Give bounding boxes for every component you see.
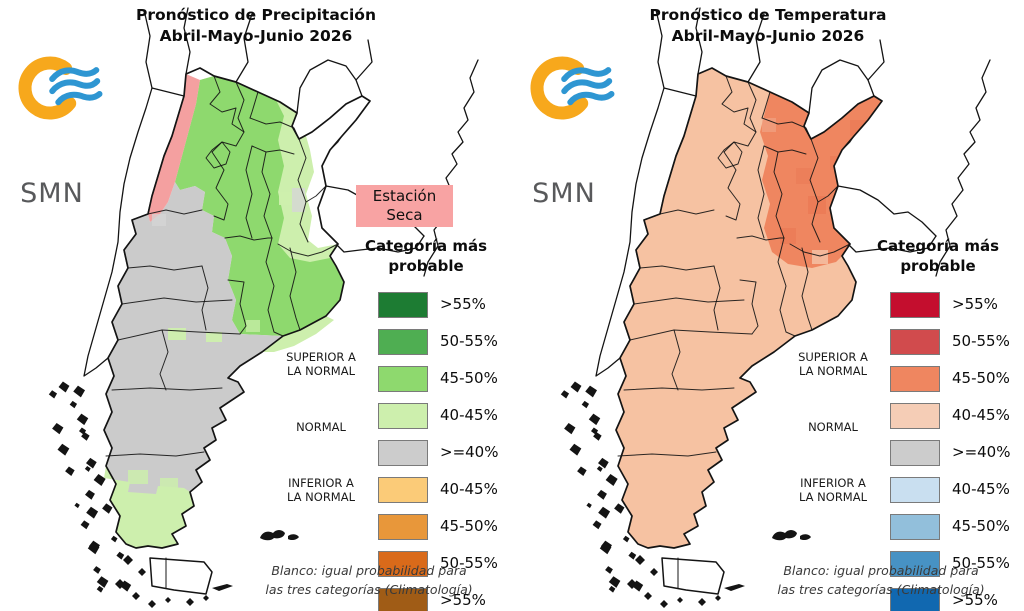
legend-row: >55% xyxy=(780,584,1024,611)
legend-row: 45-50% xyxy=(268,510,512,547)
legend-range-label: 40-45% xyxy=(952,406,1010,424)
panel-precipitation: SMN Pronóstico de Precipitación Abril-Ma… xyxy=(0,5,512,611)
legend-swatch xyxy=(890,440,940,466)
legend-row: 50-55% xyxy=(780,325,1024,362)
legend-row: 40-45% xyxy=(268,399,512,436)
map-temperature xyxy=(560,7,991,608)
legend-range-label: 45-50% xyxy=(440,369,498,387)
legend-row: >55% xyxy=(268,584,512,611)
legend-swatch xyxy=(890,514,940,540)
legend-row: 45-50% xyxy=(780,510,1024,547)
title-line1: Pronóstico de Temperatura xyxy=(649,6,887,24)
legend-range-label: 50-55% xyxy=(952,554,1010,572)
legend-row: 50-55% xyxy=(780,547,1024,584)
legend-row: 40-45% xyxy=(780,399,1024,436)
category-label-normal: NORMAL xyxy=(296,420,346,434)
title-line2: Abril-Mayo-Junio 2026 xyxy=(159,27,353,45)
footnote: Blanco: igual probabilidad para las tres… xyxy=(265,563,473,597)
legend-swatch xyxy=(890,366,940,392)
legend-range-label: 50-55% xyxy=(952,332,1010,350)
map-precipitation xyxy=(48,7,479,608)
legend-swatch xyxy=(890,477,940,503)
page-title: Pronóstico de Precipitación Abril-Mayo-J… xyxy=(0,5,512,47)
legend-swatch xyxy=(890,329,940,355)
legend-range-label: >55% xyxy=(440,295,486,313)
legend-swatch xyxy=(890,292,940,318)
legend-swatch xyxy=(378,588,428,611)
legend-swatch xyxy=(890,551,940,577)
smn-logo-icon xyxy=(530,56,615,120)
legend-rows: >55% 50-55% 45-50% 40-45% >=40% 40-45% 45-50% 5… xyxy=(268,288,512,611)
legend-swatch xyxy=(378,329,428,355)
legend-range-label: >55% xyxy=(440,591,486,609)
legend-range-label: >=40% xyxy=(952,443,1011,461)
legend-range-label: 50-55% xyxy=(440,332,498,350)
legend-range-label: 50-55% xyxy=(440,554,498,572)
legend-row: 40-45% xyxy=(780,473,1024,510)
category-label-superior: SUPERIOR A LA NORMAL xyxy=(286,350,356,378)
legend-swatch xyxy=(890,588,940,611)
legend-row: >=40% xyxy=(780,436,1024,473)
legend-row: >55% xyxy=(268,288,512,325)
legend-range-label: 40-45% xyxy=(952,480,1010,498)
legend-range-label: 45-50% xyxy=(952,517,1010,535)
category-label-inferior: INFERIOR A LA NORMAL xyxy=(286,476,356,504)
legend-row: 45-50% xyxy=(268,362,512,399)
legend-row: >55% xyxy=(780,288,1024,325)
legend-swatch xyxy=(378,440,428,466)
legend-row: 50-55% xyxy=(268,547,512,584)
category-label-normal: NORMAL xyxy=(808,420,858,434)
smn-logo-text: SMN xyxy=(20,178,84,209)
smn-logo-icon xyxy=(18,56,103,120)
legend-title: Categoría más probable xyxy=(876,237,1000,275)
legend-swatch xyxy=(378,366,428,392)
legend-range-label: >55% xyxy=(952,591,998,609)
estacion-seca-label: Estación Seca xyxy=(356,185,453,227)
legend-range-label: >=40% xyxy=(440,443,499,461)
title-line1: Pronóstico de Precipitación xyxy=(135,6,376,24)
legend-range-label: 40-45% xyxy=(440,480,498,498)
category-label-superior: SUPERIOR A LA NORMAL xyxy=(798,350,868,378)
legend-swatch xyxy=(378,514,428,540)
legend-range-label: >55% xyxy=(952,295,998,313)
legend-row: >=40% xyxy=(268,436,512,473)
legend-range-label: 45-50% xyxy=(952,369,1010,387)
legend-title: Categoría más probable xyxy=(364,237,488,275)
legend-range-label: 45-50% xyxy=(440,517,498,535)
legend-precipitation: Categoría más probable >55% 50-55% 45-50% 4… xyxy=(268,236,512,611)
legend-row: 40-45% xyxy=(268,473,512,510)
legend-swatch xyxy=(890,403,940,429)
page-title: Pronóstico de Temperatura Abril-Mayo-Jun… xyxy=(512,5,1024,47)
smn-logo-text: SMN xyxy=(532,178,596,209)
legend-rows: >55% 50-55% 45-50% 40-45% >=40% 40-45% 45-50% 5… xyxy=(780,288,1024,611)
legend-temperature: Categoría más probable >55% 50-55% 45-50% 4… xyxy=(780,236,1024,611)
legend-row: 50-55% xyxy=(268,325,512,362)
category-label-inferior: INFERIOR A LA NORMAL xyxy=(798,476,868,504)
legend-range-label: 40-45% xyxy=(440,406,498,424)
legend-swatch xyxy=(378,477,428,503)
panel-temperature: SMN Pronóstico de Temperatura Abril-Mayo… xyxy=(512,0,1024,611)
legend-row: 45-50% xyxy=(780,362,1024,399)
legend-swatch xyxy=(378,292,428,318)
title-line2: Abril-Mayo-Junio 2026 xyxy=(671,27,865,45)
footnote: Blanco: igual probabilidad para las tres… xyxy=(777,563,985,597)
legend-swatch xyxy=(378,551,428,577)
legend-swatch xyxy=(378,403,428,429)
